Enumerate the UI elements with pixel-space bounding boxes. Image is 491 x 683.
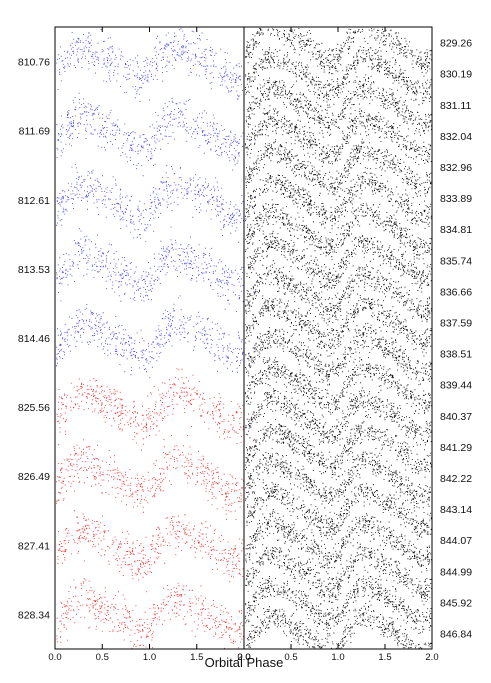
left-epoch-label: 812.61: [18, 195, 50, 207]
right-x-tick-label: 1.5: [378, 652, 391, 663]
left-x-tick-label: 0.0: [48, 652, 61, 663]
right-light-curve-833.89: [245, 167, 432, 233]
right-epoch-label: 836.66: [440, 286, 472, 298]
right-epoch-label: 837.59: [440, 317, 472, 329]
right-epoch-label: 845.92: [440, 597, 472, 609]
right-epoch-label: 841.29: [440, 442, 472, 454]
left-x-tick-label: 2.0: [237, 652, 250, 663]
left-epoch-label: 814.46: [18, 333, 50, 345]
right-epoch-label: 846.84: [440, 629, 472, 641]
left-x-tick-label: 0.5: [96, 652, 109, 663]
left-epoch-label: 828.34: [18, 609, 50, 621]
right-epoch-label: 833.89: [440, 193, 472, 205]
left-epoch-label: 811.69: [19, 126, 50, 138]
right-light-curve-837.59: [245, 290, 432, 357]
right-epoch-labels: 829.26 830.19 831.11 832.04 832.96 833.89 834.…: [440, 38, 472, 641]
right-epoch-label: 840.37: [440, 411, 472, 423]
right-light-curve-845.92: [245, 569, 432, 637]
right-light-curve-829.26: [245, 28, 432, 77]
right-epoch-label: 844.99: [440, 566, 472, 578]
left-light-curve-814.46: [56, 295, 244, 379]
right-light-curve-840.37: [245, 384, 432, 451]
right-x-tick-label: 0.5: [284, 652, 297, 663]
right-epoch-label: 842.22: [440, 473, 472, 485]
right-x-tick-label: 1.0: [331, 652, 344, 663]
right-epoch-label: 829.26: [440, 38, 472, 50]
left-light-curve-812.61: [56, 164, 244, 243]
left-light-curve-827.41: [57, 510, 244, 593]
right-light-curve-839.44: [245, 352, 432, 418]
left-x-tick-label: 1.0: [143, 652, 156, 663]
left-epoch-label: 826.49: [18, 471, 50, 483]
right-panel-points: [245, 28, 432, 649]
right-epoch-label: 838.51: [440, 349, 472, 361]
left-x-tick-label: 1.5: [190, 652, 203, 663]
left-light-curve-828.34: [56, 578, 244, 649]
right-epoch-label: 844.07: [440, 535, 472, 547]
right-light-curve-832.96: [245, 134, 432, 202]
right-light-curve-841.29: [245, 414, 432, 479]
right-light-curve-843.14: [246, 477, 432, 545]
right-epoch-label: 843.14: [440, 504, 472, 516]
right-light-curve-835.74: [246, 230, 432, 296]
right-epoch-label: 832.04: [440, 131, 472, 143]
left-epoch-label: 810.76: [18, 57, 50, 69]
right-light-curve-834.81: [245, 197, 432, 265]
x-axis-title: Orbital Phase: [205, 655, 284, 670]
right-x-tick-label: 0.0: [237, 652, 250, 663]
left-epoch-label: 813.53: [18, 264, 50, 276]
left-panel-points: [56, 28, 244, 649]
right-light-curve-846.84: [246, 600, 432, 649]
right-epoch-label: 839.44: [440, 380, 472, 392]
right-light-curve-844.07: [245, 510, 432, 575]
right-epoch-label: 835.74: [440, 255, 472, 267]
right-light-curve-836.66: [245, 260, 432, 326]
left-epoch-labels: 810.76 811.69 812.61 813.53 814.46 825.56 826.…: [18, 57, 50, 622]
right-epoch-label: 831.11: [440, 100, 471, 112]
right-light-curve-844.99: [245, 540, 432, 606]
right-epoch-label: 830.19: [440, 69, 472, 81]
left-light-curve-826.49: [56, 435, 244, 520]
left-light-curve-811.69: [56, 92, 244, 177]
right-light-curve-832.04: [245, 103, 432, 167]
right-epoch-label: 832.96: [440, 162, 472, 174]
left-light-curve-825.56: [56, 368, 244, 451]
left-epoch-label: 825.56: [18, 402, 50, 414]
left-light-curve-810.76: [56, 28, 243, 102]
left-panel-frame: [54, 26, 245, 650]
right-epoch-label: 834.81: [440, 224, 472, 236]
right-light-curve-838.51: [245, 322, 432, 386]
right-x-tick-label: 2.0: [425, 652, 438, 663]
right-light-curve-830.19: [245, 41, 432, 108]
right-x-ticks: 0.0 0.5 1.0 1.5 2.0: [237, 27, 439, 663]
left-epoch-label: 827.41: [18, 540, 50, 552]
left-light-curve-813.53: [56, 226, 244, 312]
right-light-curve-831.11: [245, 74, 432, 138]
